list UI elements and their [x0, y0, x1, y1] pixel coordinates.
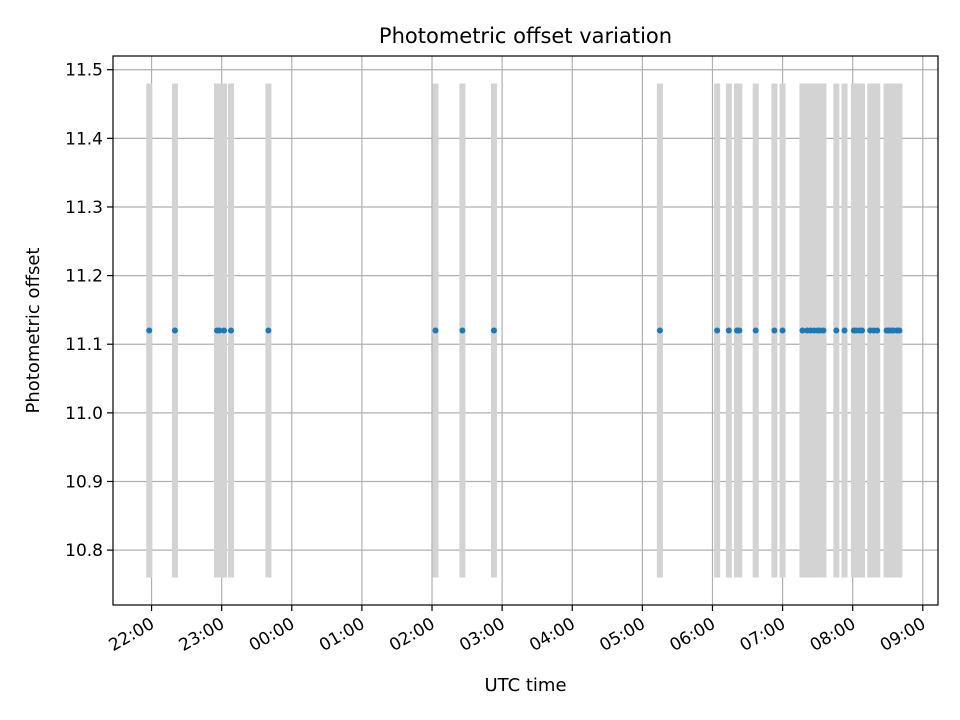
- data-point: [736, 327, 743, 334]
- y-tick-label: 11.3: [65, 198, 103, 218]
- data-point: [841, 327, 848, 334]
- data-point: [171, 327, 178, 334]
- y-tick-label: 11.0: [65, 404, 103, 424]
- y-tick-label: 11.5: [65, 61, 103, 81]
- y-tick-label: 10.9: [65, 472, 103, 492]
- y-tick-label: 11.4: [65, 129, 103, 149]
- data-point: [820, 327, 827, 334]
- plot-frame: [112, 55, 939, 606]
- y-axis-title: Photometric offset: [23, 248, 44, 414]
- data-point: [725, 327, 732, 334]
- chart-title: Photometric offset variation: [379, 24, 672, 48]
- data-point: [874, 327, 881, 334]
- data-point: [216, 327, 223, 334]
- data-point: [714, 327, 721, 334]
- data-point: [896, 327, 903, 334]
- y-tick-label: 11.2: [65, 267, 103, 287]
- point-layer: [146, 327, 903, 334]
- data-point: [779, 327, 786, 334]
- data-point: [146, 327, 153, 334]
- data-point: [771, 327, 778, 334]
- data-point: [799, 327, 806, 334]
- data-point: [221, 327, 228, 334]
- data-point: [859, 327, 866, 334]
- data-point: [228, 327, 235, 334]
- data-point: [265, 327, 272, 334]
- y-tick-label: 10.8: [65, 541, 103, 561]
- data-point: [459, 327, 466, 334]
- data-point: [432, 327, 439, 334]
- data-point: [833, 327, 840, 334]
- x-axis-title: UTC time: [484, 675, 566, 696]
- data-point: [490, 327, 497, 334]
- data-point: [656, 327, 663, 334]
- data-point: [752, 327, 759, 334]
- y-tick-label: 11.1: [65, 335, 103, 355]
